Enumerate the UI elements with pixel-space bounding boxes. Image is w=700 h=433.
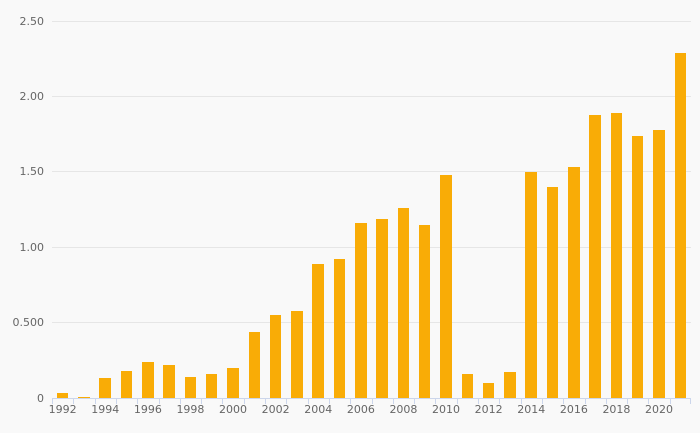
x-axis-tick [222, 398, 224, 404]
bar-2000 [227, 367, 239, 398]
x-axis-label: 2014 [517, 403, 546, 416]
x-axis-tick [456, 398, 458, 404]
y-axis-label: 2.00 [19, 89, 45, 103]
bar-1998 [184, 376, 197, 398]
x-axis-label: 1994 [91, 403, 120, 416]
y-gridline [52, 246, 691, 248]
y-axis-label: 0 [37, 391, 44, 405]
y-axis-label: 1.00 [19, 240, 45, 254]
x-axis-tick [307, 398, 309, 404]
x-axis-tick [286, 398, 288, 404]
bar-2020 [653, 129, 665, 398]
bar-1993 [78, 396, 90, 398]
bar-2010 [440, 174, 452, 398]
x-axis-tick [371, 398, 373, 404]
bar-2009 [418, 224, 431, 398]
bar-2019 [631, 135, 644, 398]
x-axis-tick [94, 398, 96, 404]
bar-2016 [568, 167, 580, 398]
x-axis-tick [73, 398, 75, 404]
y-gridline [52, 20, 691, 22]
bar-1996 [142, 361, 154, 398]
x-axis-tick [243, 398, 245, 404]
x-axis-tick [392, 398, 394, 404]
x-axis-label: 2006 [346, 403, 375, 416]
x-axis-label: 2000 [219, 403, 248, 416]
bar-2015 [546, 186, 559, 398]
bar-2004 [312, 263, 324, 398]
x-axis-tick [414, 398, 416, 404]
x-axis-tick [541, 398, 543, 404]
x-axis-label: 2010 [432, 403, 461, 416]
x-axis-tick [435, 398, 437, 404]
bar-1995 [120, 370, 133, 398]
bar-2008 [397, 208, 410, 398]
x-axis-tick [520, 398, 522, 404]
bar-2013 [504, 372, 516, 398]
y-axis-label: 2.50 [19, 14, 45, 28]
y-axis-label: 0.500 [12, 316, 45, 330]
bar-2005 [333, 259, 346, 398]
x-axis-label: 2018 [602, 403, 631, 416]
bar-2001 [248, 331, 261, 398]
x-axis-label: 2004 [304, 403, 333, 416]
bar-2012 [482, 382, 495, 398]
x-axis-tick [584, 398, 586, 404]
x-axis-tick [115, 398, 117, 404]
x-axis-label: 2002 [261, 403, 290, 416]
x-axis-label: 1998 [176, 403, 205, 416]
x-axis-tick [350, 398, 352, 404]
y-gridline [52, 95, 691, 97]
x-axis-tick [201, 398, 203, 404]
bar-2007 [376, 218, 388, 398]
x-axis-tick [690, 398, 691, 404]
x-axis-tick [563, 398, 565, 404]
bar-2006 [355, 223, 367, 398]
bar-1999 [205, 373, 218, 398]
x-axis-tick [328, 398, 330, 404]
x-axis-tick [137, 398, 139, 404]
bar-2018 [610, 113, 623, 398]
bar-1994 [99, 378, 111, 398]
y-gridline [52, 322, 691, 324]
x-axis-tick [179, 398, 181, 404]
bar-2014 [525, 171, 537, 398]
y-axis-label: 1.50 [19, 165, 45, 179]
x-axis-tick [52, 398, 53, 404]
bar-2002 [269, 315, 282, 398]
x-axis-tick [605, 398, 607, 404]
x-axis-tick [669, 398, 671, 404]
bar-2021 [674, 52, 687, 398]
bar-2011 [461, 373, 474, 398]
bar-1997 [163, 364, 175, 398]
x-axis-tick [627, 398, 629, 404]
x-axis-label: 2016 [559, 403, 588, 416]
bar-2017 [589, 114, 601, 398]
x-axis-tick [499, 398, 501, 404]
x-axis-tick [648, 398, 650, 404]
x-axis-label: 1996 [133, 403, 162, 416]
x-axis-label: 2012 [474, 403, 503, 416]
x-axis-tick [478, 398, 479, 404]
y-gridline [52, 171, 691, 173]
x-axis-label: 1992 [48, 403, 77, 416]
bar-2003 [291, 310, 303, 398]
x-axis-tick [265, 398, 266, 404]
plot-area [52, 20, 691, 404]
bar-1992 [56, 393, 69, 398]
x-axis-label: 2008 [389, 403, 418, 416]
x-axis-tick [158, 398, 160, 404]
x-axis-label: 2020 [645, 403, 674, 416]
